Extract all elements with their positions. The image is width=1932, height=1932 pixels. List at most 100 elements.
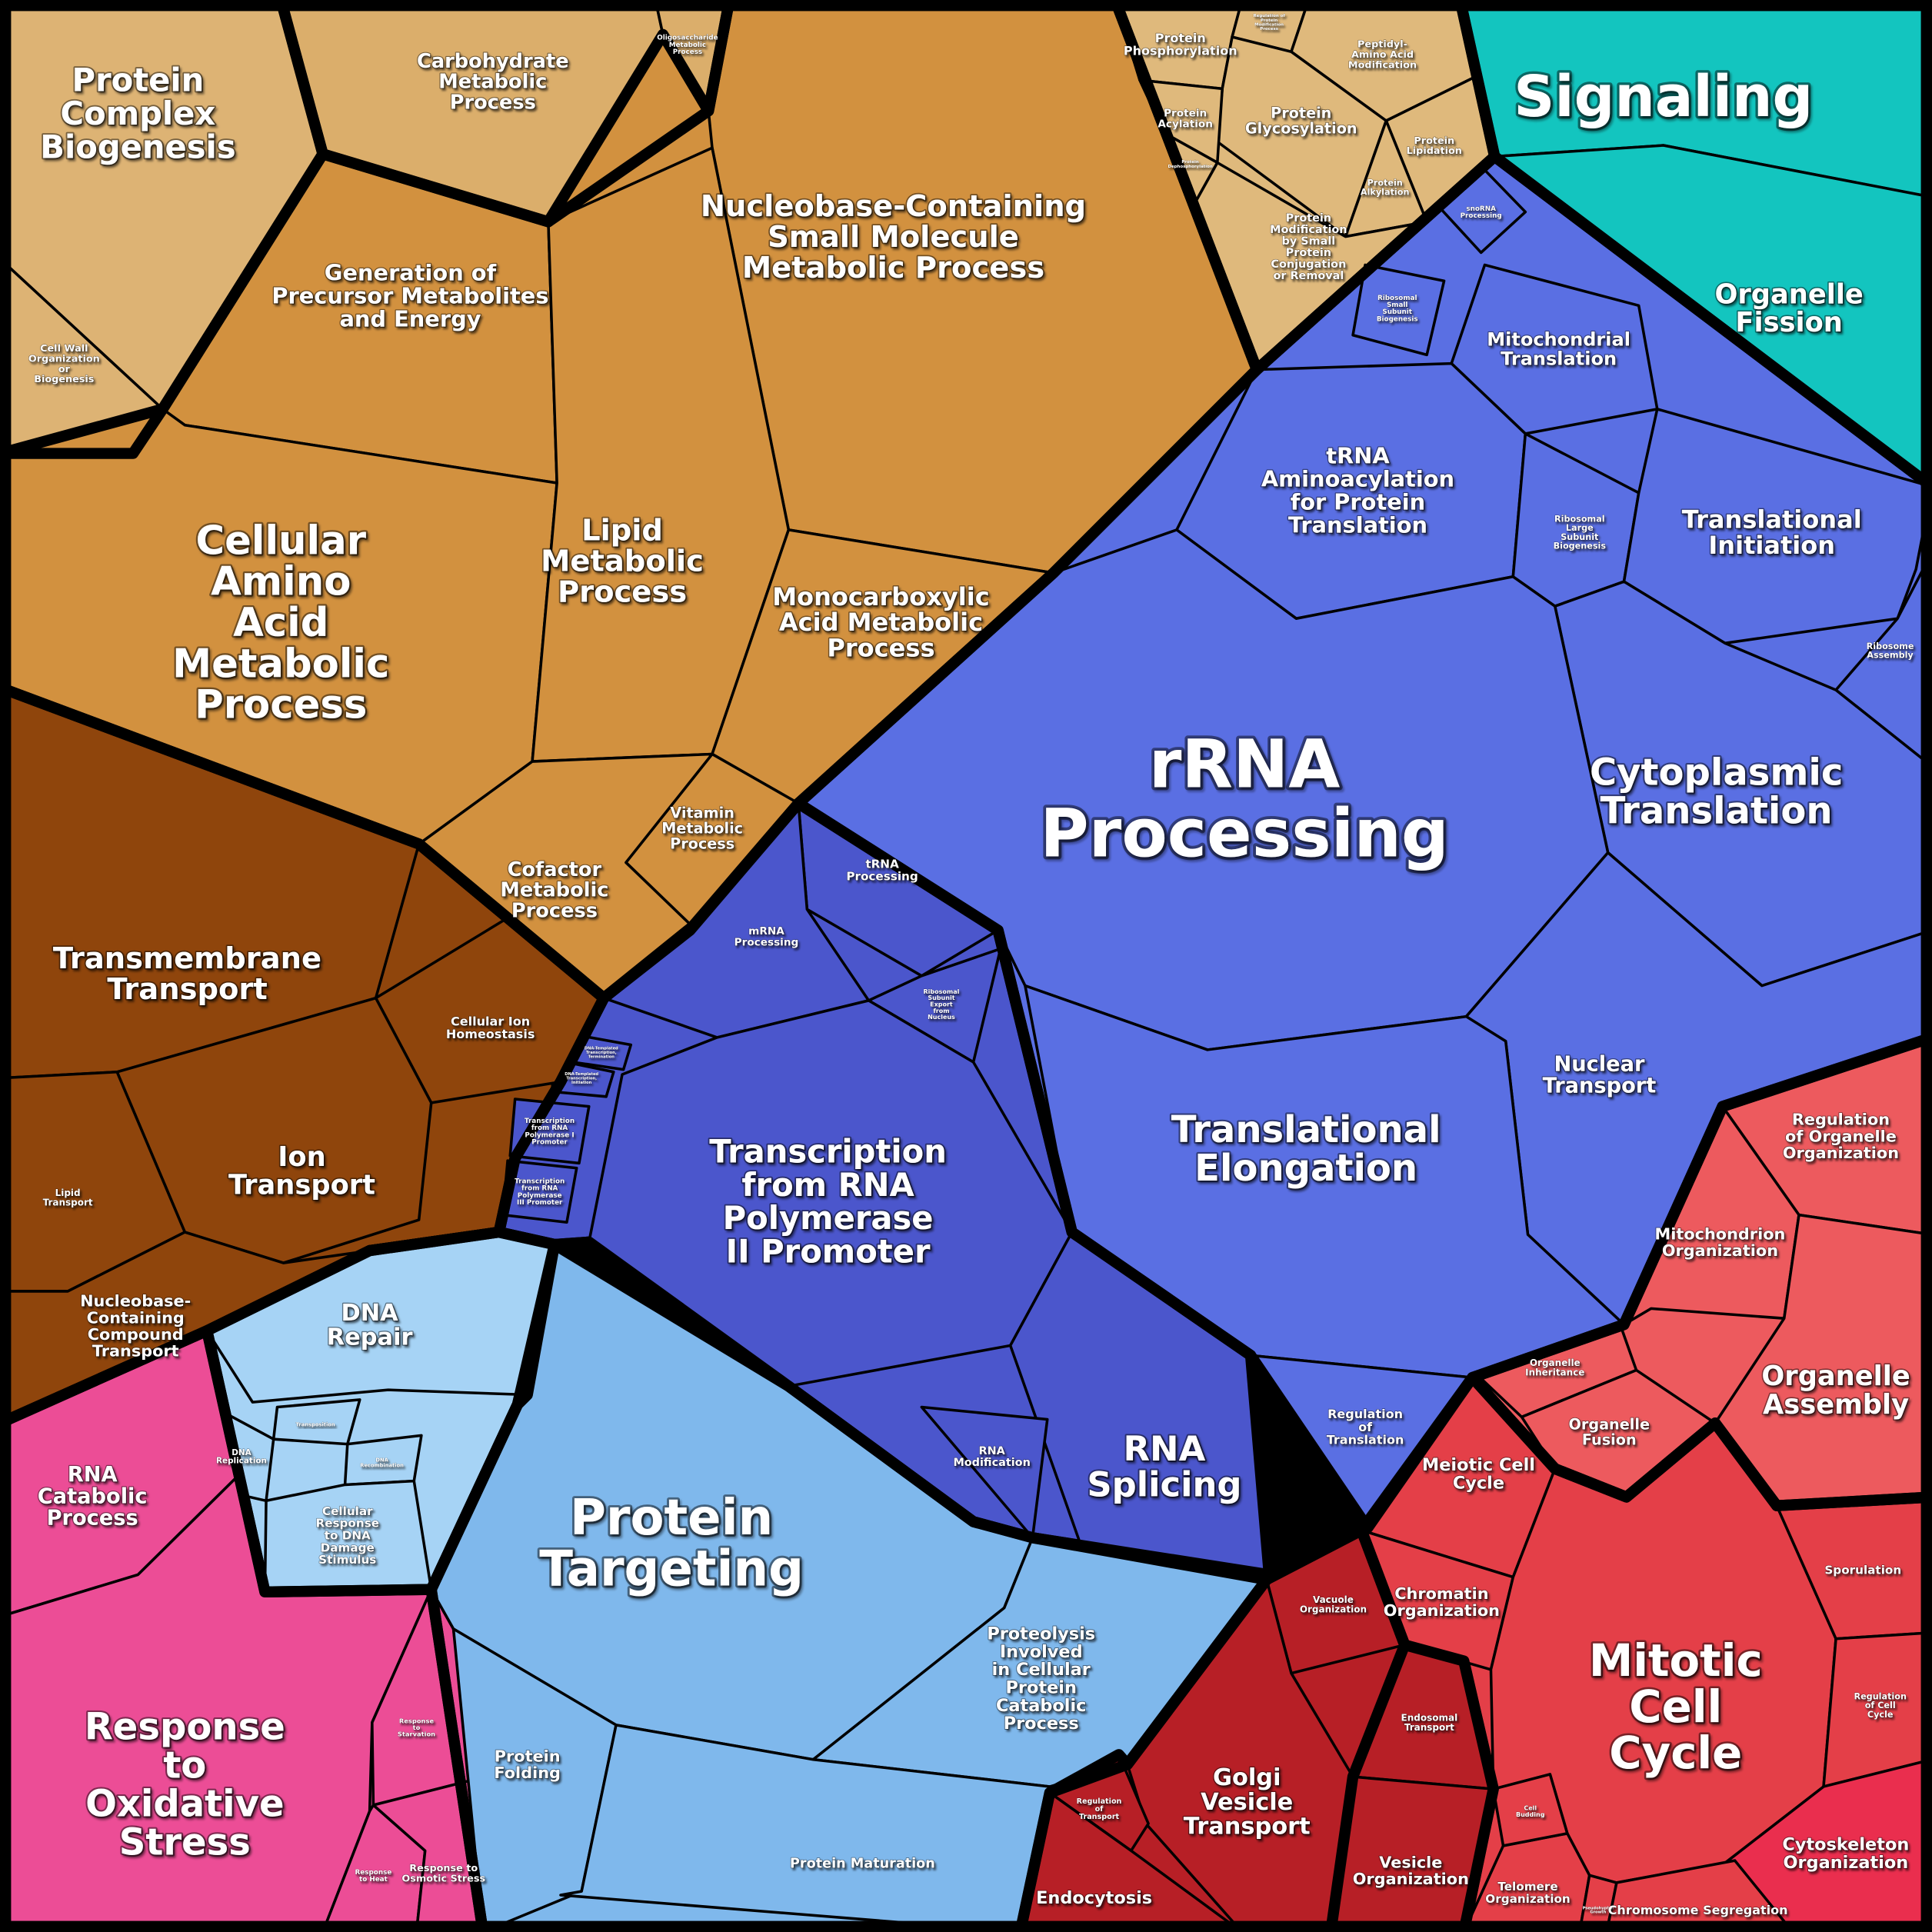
- cell-mitochondrial-translation[interactable]: [1450, 263, 1659, 435]
- label-pseudohyphal-growth: Pseudohyphal Growth: [1583, 1906, 1614, 1914]
- label-organelle-fission: Organelle Fission: [1714, 279, 1863, 339]
- label-regulation-of-organelle-organization: Regulation of Organelle Organization: [1783, 1111, 1899, 1162]
- group-border-vesicle-transport-cluster: [1014, 1524, 1499, 1932]
- label-protein-dephosphorylation: Protein Dephosphorylation: [1168, 160, 1212, 169]
- label-rna-catabolic-process: RNA Catabolic Process: [38, 1463, 148, 1531]
- labels: Protein Complex Biogenesis Cell Wall Organiz…: [28, 14, 1914, 1918]
- label-ribosomal-subunit-export-from-nucleus: Ribosomal Subunit Export from Nucleus: [924, 988, 960, 1021]
- label-protein-modification-by-small-protein-conjugation-or-removal: Protein Modification by Small Protein Conjug…: [1270, 212, 1347, 282]
- label-monocarboxylic-acid-metabolic-process: Monocarboxylic Acid Metabolic Process: [772, 582, 990, 663]
- label-response-to-osmotic-stress: Response to Osmotic Stress: [401, 1863, 485, 1884]
- label-organelle-assembly: Organelle Assembly: [1761, 1361, 1910, 1421]
- label-lipid-metabolic-process: Lipid Metabolic Process: [541, 513, 704, 609]
- label-ribosomal-large-subunit-biogenesis: Ribosomal Large Subunit Biogenesis: [1554, 515, 1607, 551]
- label-regulation-of-protein-modification-process: Regulation of Protein Modification Process: [1253, 14, 1285, 32]
- label-transposition: Transposition: [296, 1421, 335, 1427]
- cell-ribosomal-small-subunit-biogenesis[interactable]: [1351, 263, 1446, 357]
- label-ion-transport: Ion Transport: [228, 1141, 375, 1201]
- label-cellular-response-to-dna-damage-stimulus: Cellular Response to DNA Damage Stimulus: [315, 1504, 379, 1567]
- label-vitamin-metabolic-process: Vitamin Metabolic Process: [661, 804, 743, 852]
- cell-telomere-organization[interactable]: [1462, 1832, 1591, 1932]
- label-mrna-processing: mRNA Processing: [734, 925, 799, 948]
- label-meiotic-cell-cycle: Meiotic Cell Cycle: [1422, 1455, 1535, 1493]
- cell-response-to-osmotic-stress[interactable]: [371, 1779, 485, 1932]
- label-endocytosis: Endocytosis: [1036, 1888, 1152, 1908]
- cell-transcription-from-rna-polymerase-i-promoter[interactable]: [508, 1098, 591, 1165]
- label-golgi-vesicle-transport: Golgi Vesicle Transport: [1184, 1764, 1311, 1840]
- cell-cytoskeleton-organization[interactable]: [1724, 1757, 1932, 1932]
- label-organelle-inheritance: Organelle Inheritance: [1525, 1357, 1584, 1377]
- cell-cell-budding[interactable]: [1491, 1773, 1569, 1847]
- label-cofactor-metabolic-process: Cofactor Metabolic Process: [500, 858, 608, 922]
- label-rna-modification: RNA Modification: [953, 1445, 1030, 1469]
- group-border-signaling-cluster: [1454, 0, 1932, 493]
- cell-ribosome-assembly[interactable]: [1834, 550, 1932, 768]
- label-cytoskeleton-organization: Cytoskeleton Organization: [1782, 1835, 1909, 1873]
- label-rrna-processing: rRNA Processing: [1040, 726, 1449, 872]
- label-protein-targeting: Protein Targeting: [539, 1490, 804, 1598]
- label-signaling: Signaling: [1514, 65, 1813, 130]
- label-ribosomal-small-subunit-biogenesis: Ribosomal Small Subunit Biogenesis: [1377, 295, 1418, 323]
- label-response-to-heat: Response to Heat: [355, 1869, 392, 1884]
- label-dna-repair: DNA Repair: [327, 1300, 413, 1351]
- label-chromatin-organization: Chromatin Organization: [1384, 1584, 1500, 1620]
- label-translational-elongation: Translational Elongation: [1171, 1108, 1441, 1190]
- label-protein-phosphorylation: Protein Phosphorylation: [1124, 31, 1237, 58]
- label-trna-processing: tRNA Processing: [846, 857, 918, 883]
- label-cellular-ion-homeostasis: Cellular Ion Homeostasis: [446, 1014, 535, 1041]
- label-transcription-from-rna-polymerase-i-promoter: Transcription from RNA Polymerase I Promote…: [525, 1118, 575, 1146]
- label-generation-of-precursor-metabolites-and-energy: Generation of Precursor Metabolites and En…: [271, 260, 548, 332]
- label-transmembrane-transport: Transmembrane Transport: [53, 941, 321, 1007]
- label-protein-alkylation: Protein Alkylation: [1361, 178, 1410, 198]
- label-regulation-of-transport: Regulation of Transport: [1077, 1797, 1122, 1821]
- label-dna-templated-transcription-initiation: DNA-Templated Transcription, Initiation: [565, 1072, 598, 1085]
- label-vesicle-organization: Vesicle Organization: [1353, 1853, 1469, 1888]
- label-protein-lipidation: Protein Lipidation: [1407, 135, 1462, 157]
- label-nuclear-transport: Nuclear Transport: [1543, 1052, 1657, 1098]
- label-cytoplasmic-translation: Cytoplasmic Translation: [1590, 751, 1843, 832]
- label-transcription-from-rna-polymerase-iii-promoter: Transcription from RNA Polymerase III Promo…: [515, 1178, 565, 1207]
- label-protein-acylation: Protein Acylation: [1158, 107, 1213, 130]
- cell-chromosome-segregation[interactable]: [1605, 1859, 1794, 1932]
- label-regulation-of-cell-cycle: Regulation of Cell Cycle: [1854, 1691, 1907, 1719]
- label-response-to-oxidative-stress: Response to Oxidative Stress: [85, 1706, 285, 1864]
- label-snorna-processing: snoRNA Processing: [1461, 205, 1502, 220]
- label-protein-folding: Protein Folding: [494, 1747, 561, 1783]
- label-peptidyl-amino-acid-modification: Peptidyl-Amino Acid Modification: [1348, 39, 1417, 72]
- label-cell-budding: Cell Budding: [1516, 1805, 1545, 1818]
- label-regulation-of-translation: Regulation of Translation: [1327, 1407, 1404, 1447]
- label-vacuole-organization: Vacuole Organization: [1300, 1594, 1367, 1614]
- label-chromosome-segregation: Chromosome Segregation: [1608, 1903, 1788, 1917]
- label-telomere-organization: Telomere Organization: [1485, 1880, 1570, 1906]
- label-organelle-fusion: Organelle Fusion: [1569, 1415, 1650, 1448]
- label-mitochondrial-translation: Mitochondrial Translation: [1487, 328, 1631, 369]
- label-cell-wall-organization-or-biogenesis: Cell Wall Organization or Biogenesis: [28, 343, 100, 385]
- label-nucleobase-containing-small-molecule-metabolic-process: Nucleobase-Containing Small Molecule Metab…: [701, 189, 1086, 285]
- label-nucleobase-containing-compound-transport: Nucleobase-Containing Compound Transport: [80, 1292, 191, 1361]
- label-mitotic-cell-cycle: Mitotic Cell Cycle: [1589, 1634, 1763, 1779]
- label-proteolysis-involved-in-cellular-protein-catabolic-process: Proteolysis Involved in Cellular Protein Cat…: [987, 1624, 1095, 1734]
- label-dna-recombination: DNA Recombination: [360, 1457, 404, 1468]
- label-oligosaccharide-metabolic-process: Oligosaccharide Metabolic Process: [657, 35, 718, 56]
- label-endosomal-transport: Endosomal Transport: [1401, 1713, 1458, 1733]
- label-sporulation: Sporulation: [1824, 1563, 1901, 1577]
- label-cellular-amino-acid-metabolic-process: Cellular Amino Acid Metabolic Process: [172, 518, 389, 728]
- label-protein-maturation: Protein Maturation: [790, 1856, 935, 1871]
- cell-rna-modification[interactable]: [920, 1405, 1049, 1540]
- label-rna-splicing: RNA Splicing: [1087, 1428, 1241, 1505]
- label-mitochondrion-organization: Mitochondrion Organization: [1655, 1224, 1786, 1260]
- group-border-protein-targeting-cluster: [425, 1238, 1273, 1932]
- label-dna-replication: DNA Replication: [216, 1448, 267, 1466]
- label-translational-initiation: Translational Initiation: [1682, 505, 1862, 560]
- label-ribosome-assembly: Ribosome Assembly: [1867, 641, 1914, 661]
- label-protein-glycosylation: Protein Glycosylation: [1245, 105, 1357, 138]
- cell-regulation-of-cell-cycle[interactable]: [1822, 1631, 1932, 1788]
- label-lipid-transport: Lipid Transport: [43, 1188, 93, 1208]
- label-protein-complex-biogenesis: Protein Complex Biogenesis: [40, 62, 235, 166]
- cell-protein-maturation[interactable]: [559, 1724, 1051, 1932]
- label-response-to-starvation: Response to Starvation: [398, 1717, 435, 1737]
